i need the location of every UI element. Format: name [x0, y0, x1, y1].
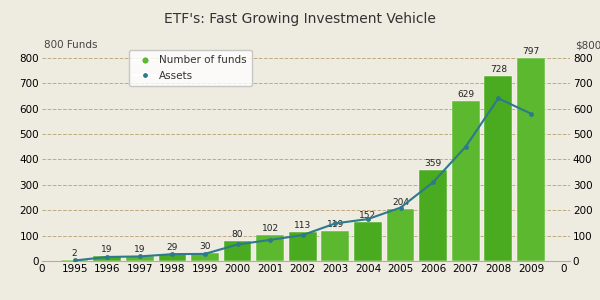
Text: 728: 728 [490, 65, 507, 74]
Text: 629: 629 [457, 90, 474, 99]
Text: 80: 80 [232, 230, 244, 238]
Text: 19: 19 [101, 245, 113, 254]
Bar [452, 101, 479, 261]
Text: 19: 19 [134, 245, 146, 254]
Bar [224, 241, 251, 261]
Legend: Number of funds, Assets: Number of funds, Assets [129, 50, 252, 86]
Text: 30: 30 [199, 242, 211, 251]
Text: 800 Funds: 800 Funds [44, 40, 97, 50]
Text: 797: 797 [522, 47, 539, 56]
Bar [419, 170, 447, 261]
Text: 29: 29 [167, 243, 178, 252]
Bar [191, 254, 219, 261]
Text: ETF's: Fast Growing Investment Vehicle: ETF's: Fast Growing Investment Vehicle [164, 12, 436, 26]
Text: 152: 152 [359, 211, 376, 220]
Text: 2: 2 [72, 250, 77, 259]
Bar [322, 231, 349, 261]
Bar [256, 235, 284, 261]
Text: $800bill: $800bill [575, 40, 600, 50]
Bar [386, 209, 415, 261]
Text: 204: 204 [392, 198, 409, 207]
Text: 102: 102 [262, 224, 279, 233]
Bar [354, 222, 382, 261]
Bar [289, 232, 317, 261]
Bar [158, 254, 186, 261]
Bar [484, 76, 512, 261]
Bar [126, 256, 154, 261]
Text: 359: 359 [424, 159, 442, 168]
Bar [61, 260, 88, 261]
Bar [517, 58, 545, 261]
Text: 113: 113 [294, 221, 311, 230]
Text: 119: 119 [327, 220, 344, 229]
Bar [94, 256, 121, 261]
